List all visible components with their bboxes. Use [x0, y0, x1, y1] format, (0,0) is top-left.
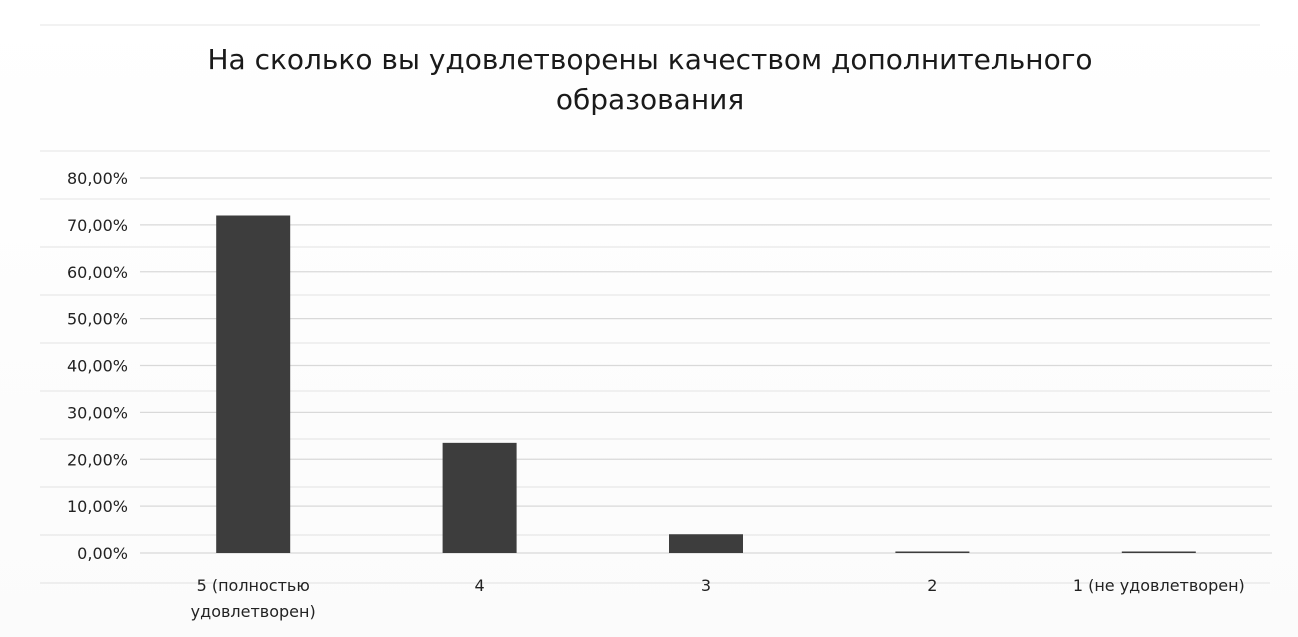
chart-title: На сколько вы удовлетворены качеством до… — [140, 40, 1160, 120]
chart-title-line-1: На сколько вы удовлетворены качеством до… — [207, 43, 1093, 76]
background-scan-line — [40, 342, 1270, 344]
y-tick-label: 20,00% — [67, 450, 128, 469]
background-scan-line — [40, 198, 1270, 200]
x-category-label: 5 (полностью — [197, 576, 310, 595]
x-category-label: 3 — [701, 576, 711, 595]
bar-3 — [669, 534, 743, 553]
background-scan-line — [40, 150, 1270, 152]
x-category-label: 2 — [927, 576, 937, 595]
background-scan-line — [40, 390, 1270, 392]
chart-title-line-2: образования — [555, 83, 745, 116]
background-scan-line — [40, 438, 1270, 440]
background-scan-line — [40, 582, 1270, 584]
y-tick-label: 40,00% — [67, 357, 128, 376]
y-tick-label: 50,00% — [67, 310, 128, 329]
bar-1 — [216, 215, 291, 553]
x-category-label: 1 (не удовлетворен) — [1073, 576, 1245, 595]
x-category-label: 4 — [475, 576, 485, 595]
background-scan-line — [40, 24, 1260, 26]
y-tick-label: 70,00% — [67, 216, 128, 235]
y-tick-label: 60,00% — [67, 263, 128, 282]
bar-5 — [1121, 551, 1196, 553]
background-scan-line — [40, 486, 1270, 488]
background-scan-line — [40, 246, 1270, 248]
y-tick-label: 10,00% — [67, 497, 128, 516]
y-tick-label: 0,00% — [77, 544, 128, 563]
x-category-label: удовлетворен) — [191, 602, 316, 621]
y-tick-label: 80,00% — [67, 169, 128, 188]
background-scan-line — [40, 294, 1270, 296]
bar-4 — [895, 551, 970, 553]
y-tick-label: 30,00% — [67, 403, 128, 422]
bar-2 — [442, 442, 517, 553]
background-scan-line — [40, 534, 1270, 536]
